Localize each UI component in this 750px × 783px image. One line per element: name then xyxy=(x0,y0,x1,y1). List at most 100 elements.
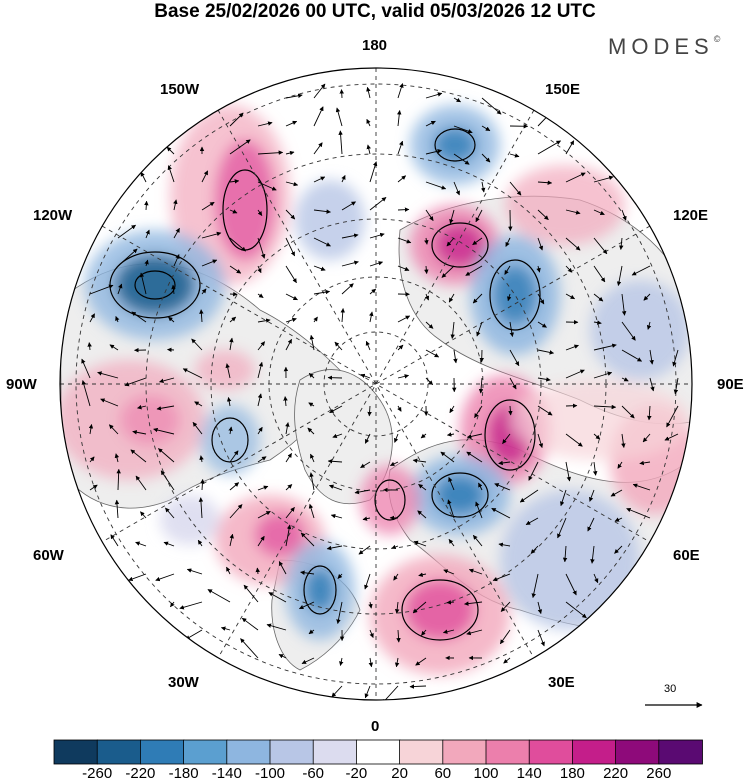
wind-arrow xyxy=(100,398,119,407)
wind-arrow xyxy=(425,321,434,329)
wind-arrow xyxy=(285,422,290,435)
wind-arrow xyxy=(418,572,427,577)
wind-arrow xyxy=(509,349,520,367)
wind-arrow xyxy=(201,288,207,295)
wind-arrow xyxy=(672,349,679,367)
wind-arrow xyxy=(336,601,343,624)
wind-arrow xyxy=(441,265,455,278)
wind-arrow xyxy=(519,489,539,503)
wind-arrow xyxy=(593,573,599,584)
wind-arrow xyxy=(140,511,147,519)
wind-arrow xyxy=(465,265,483,276)
colorbar-cell xyxy=(485,739,531,765)
wind-arrow xyxy=(301,657,315,665)
wind-arrow xyxy=(593,293,604,302)
wind-arrow xyxy=(466,451,483,463)
colorbar-tick-label: -100 xyxy=(254,765,286,782)
wind-arrow xyxy=(509,321,515,338)
wind-arrow xyxy=(326,545,343,551)
wind-arrow xyxy=(332,433,343,439)
lon-label-0: 0 xyxy=(371,718,380,735)
wind-arrow xyxy=(593,237,608,255)
colorbar-tick-label: -180 xyxy=(168,765,199,782)
wind-arrow xyxy=(509,181,522,196)
wind-arrow xyxy=(425,377,434,386)
wind-arrow xyxy=(308,503,315,519)
wind-arrow xyxy=(391,544,399,550)
wind-arrow xyxy=(354,489,371,495)
wind-arrow xyxy=(313,176,326,183)
wind-arrow xyxy=(367,405,372,417)
wind-arrow xyxy=(537,140,561,155)
lon-label-60w: 60W xyxy=(33,547,64,564)
wind-arrow xyxy=(448,476,455,491)
brand-name: MODES xyxy=(608,34,714,59)
wind-arrow xyxy=(537,405,553,416)
wind-arrow xyxy=(476,321,483,337)
chart-title: Base 25/02/2026 00 UTC, valid 05/03/2026… xyxy=(154,1,596,22)
wind-arrow xyxy=(647,405,652,421)
wind-arrow xyxy=(397,315,411,323)
wind-arrow xyxy=(614,517,623,522)
wind-arrow xyxy=(369,311,374,323)
colorbar-cell xyxy=(96,739,142,765)
wind-arrow xyxy=(132,430,147,435)
wind-arrow xyxy=(499,629,511,645)
wind-arrow xyxy=(397,237,412,244)
wind-arrow xyxy=(369,288,377,295)
wind-arrow xyxy=(466,433,483,439)
wind-arrow xyxy=(592,461,598,476)
wind-arrow xyxy=(509,377,517,390)
wind-arrow xyxy=(632,483,651,491)
wind-arrow xyxy=(89,284,114,295)
wind-arrow xyxy=(171,284,176,295)
wind-arrow xyxy=(124,377,147,387)
wind-arrow xyxy=(285,237,296,257)
wind-arrow xyxy=(340,308,346,323)
wind-arrow xyxy=(194,401,203,407)
wind-arrow xyxy=(89,313,95,323)
wind-arrow xyxy=(358,545,371,555)
wind-arrow xyxy=(590,545,595,564)
wind-arrow xyxy=(453,181,460,196)
wind-arrow xyxy=(117,248,138,267)
wind-arrow xyxy=(285,181,299,187)
wind-arrow xyxy=(117,283,123,295)
wind-arrow xyxy=(285,265,297,284)
wind-arrow xyxy=(468,568,483,575)
wind-arrow xyxy=(225,363,231,379)
wind-arrow xyxy=(537,293,545,305)
brand-logo: MODES© xyxy=(608,34,720,60)
wind-arrow xyxy=(593,404,617,410)
wind-arrow xyxy=(491,507,511,519)
wind-arrow xyxy=(565,209,581,215)
wind-arrow xyxy=(307,427,315,435)
wind-arrow xyxy=(339,657,344,666)
wind-arrow xyxy=(229,482,240,491)
wind-arrow xyxy=(420,433,427,439)
wind-arrow xyxy=(226,396,232,407)
wind-arrow xyxy=(257,341,266,351)
wind-arrow xyxy=(229,209,238,214)
reference-vector-label: 30 xyxy=(664,683,677,695)
wind-arrow xyxy=(503,657,511,664)
wind-arrow xyxy=(565,237,581,251)
wind-arrow xyxy=(285,453,292,463)
lon-label-90w: 90W xyxy=(6,376,37,393)
wind-arrow xyxy=(587,517,595,532)
wind-arrow xyxy=(446,600,455,605)
wind-arrow xyxy=(447,499,455,519)
colorbar-cell xyxy=(442,739,487,765)
wind-arrow xyxy=(207,589,231,603)
wind-arrow xyxy=(257,426,263,435)
wind-arrow xyxy=(537,629,545,647)
wind-arrow xyxy=(631,265,651,276)
wind-arrow xyxy=(182,368,203,379)
wind-arrow xyxy=(285,317,297,323)
wind-arrow xyxy=(475,209,483,223)
wind-arrow xyxy=(360,461,371,469)
lon-label-120w: 120W xyxy=(33,207,73,224)
wind-arrow xyxy=(525,517,539,525)
wind-arrow xyxy=(446,432,455,437)
wind-arrow xyxy=(646,321,652,330)
